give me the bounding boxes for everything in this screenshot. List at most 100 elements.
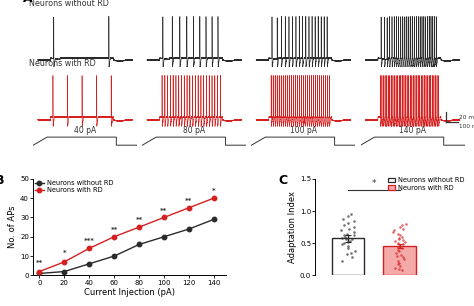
Point [340, 232, 347, 237]
Point [395, 236, 402, 241]
Text: **: ** [110, 226, 118, 233]
Point [395, 267, 403, 271]
Point [395, 236, 402, 241]
Point [345, 220, 352, 225]
Point [350, 229, 358, 234]
Point [399, 223, 406, 228]
Text: A: A [23, 0, 32, 5]
Legend: Neurons without RD, Neurons with RD: Neurons without RD, Neurons with RD [388, 177, 464, 191]
Point [392, 238, 399, 243]
Point [394, 261, 401, 266]
Point [350, 233, 357, 238]
Neurons without RD [36, 272, 42, 275]
Point [395, 260, 403, 265]
Neurons without RD [136, 243, 142, 246]
Neurons without RD [62, 270, 67, 273]
Neurons with RD [211, 196, 217, 200]
Point [396, 263, 403, 268]
Neurons with RD [186, 206, 192, 210]
Point [399, 226, 406, 231]
Point [395, 248, 403, 253]
Point [395, 231, 402, 236]
Point [400, 255, 407, 260]
Point [338, 242, 346, 247]
Point [392, 250, 400, 255]
Line: Neurons with RD: Neurons with RD [37, 196, 216, 274]
Text: **: ** [136, 217, 143, 223]
Text: 20 mV: 20 mV [459, 115, 474, 120]
Text: **: ** [36, 260, 43, 266]
X-axis label: Current Injection (pA): Current Injection (pA) [84, 288, 175, 297]
Point [338, 236, 346, 241]
Text: Neurons with RD: Neurons with RD [29, 59, 96, 68]
Point [399, 237, 407, 242]
Neurons without RD [111, 254, 117, 258]
Neurons with RD [111, 235, 117, 239]
Point [401, 240, 409, 244]
Text: **: ** [160, 207, 168, 214]
Y-axis label: No. of APs: No. of APs [8, 206, 17, 248]
Point [395, 241, 402, 246]
Point [394, 247, 401, 252]
Point [395, 243, 403, 248]
Point [346, 238, 354, 243]
Legend: Neurons without RD, Neurons with RD: Neurons without RD, Neurons with RD [35, 180, 113, 193]
Neurons with RD [36, 270, 42, 273]
Text: 40 pA: 40 pA [74, 126, 96, 135]
Point [351, 248, 358, 253]
Text: 140 pA: 140 pA [399, 126, 426, 135]
Line: Neurons without RD: Neurons without RD [37, 217, 216, 276]
Point [397, 252, 404, 257]
Point [396, 233, 404, 238]
Point [394, 259, 401, 264]
Point [392, 265, 399, 270]
Point [401, 257, 408, 262]
Point [344, 214, 352, 218]
Text: *: * [63, 251, 66, 256]
Point [346, 226, 353, 231]
Text: Neurons without RD: Neurons without RD [29, 0, 109, 8]
Point [389, 229, 396, 234]
Point [341, 241, 348, 246]
Point [399, 242, 407, 247]
Point [350, 225, 358, 230]
Point [339, 216, 346, 221]
Point [394, 244, 401, 249]
Bar [383, 246, 416, 275]
Point [402, 222, 410, 226]
Point [398, 234, 405, 239]
Text: 100 pA: 100 pA [290, 126, 317, 135]
Point [343, 252, 351, 257]
Point [348, 255, 356, 260]
Neurons with RD [86, 247, 92, 250]
Text: *: * [212, 188, 216, 194]
Point [344, 240, 352, 244]
Point [348, 237, 356, 242]
Neurons without RD [161, 235, 167, 239]
Point [350, 218, 357, 223]
Point [398, 246, 406, 251]
Text: 80 pA: 80 pA [183, 126, 205, 135]
Point [337, 228, 345, 233]
Neurons without RD [86, 262, 92, 266]
Point [341, 234, 348, 239]
Neurons with RD [62, 260, 67, 264]
Neurons without RD [211, 218, 217, 221]
Point [342, 236, 350, 241]
Point [338, 259, 346, 264]
Point [347, 250, 355, 255]
Point [345, 246, 352, 251]
Neurons with RD [161, 216, 167, 219]
Point [393, 254, 401, 259]
Point [340, 223, 348, 228]
Neurons with RD [136, 225, 142, 229]
Text: C: C [278, 174, 287, 187]
Point [398, 268, 406, 273]
Text: **: ** [185, 198, 192, 204]
Text: 100 ms: 100 ms [459, 124, 474, 129]
Text: B: B [0, 174, 4, 187]
Point [344, 244, 352, 249]
Text: *: * [372, 180, 376, 188]
Point [396, 225, 404, 230]
Point [343, 231, 351, 236]
